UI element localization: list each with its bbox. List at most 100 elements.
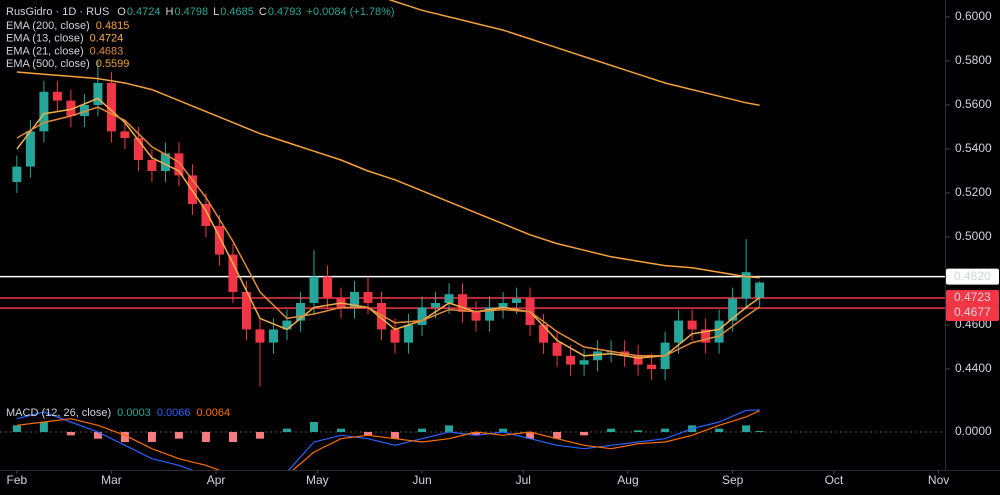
macd-line <box>16 409 760 470</box>
candle-body <box>255 329 265 343</box>
x-tick-label: Nov <box>928 473 949 487</box>
candle-body <box>39 91 49 132</box>
candle-body <box>214 225 224 255</box>
macd-histogram-bar <box>174 432 183 439</box>
legend-entry: EMA (200, close) 0.4815 <box>6 20 129 32</box>
macd-histogram-bar <box>12 425 21 432</box>
macd-histogram-bar <box>336 428 345 432</box>
legend-name: EMA (500, close) <box>6 58 90 70</box>
macd-histogram-bar <box>66 432 75 436</box>
y-tick-label: 0.0000 <box>955 424 992 438</box>
macd-histogram-bar <box>634 430 643 432</box>
price-label: 0.4723 <box>954 290 991 304</box>
legend-entry: EMA (13, close) 0.4724 <box>6 33 123 45</box>
macd-histogram-bar <box>472 432 481 436</box>
ema-line <box>16 71 760 279</box>
legend-name: EMA (13, close) <box>6 33 84 45</box>
legend-value: 0.4683 <box>90 45 124 57</box>
macd-histogram-bar <box>93 432 102 439</box>
candle-body <box>390 329 400 343</box>
macd-histogram-bar <box>39 422 48 432</box>
candle-body <box>471 311 481 321</box>
candle-body <box>552 342 562 356</box>
candle-body <box>322 276 332 299</box>
ohlc-label: C <box>259 6 267 18</box>
candle-body <box>295 303 305 321</box>
macd-histogram-bar <box>580 432 589 436</box>
candle-body <box>498 303 508 308</box>
candle-body <box>66 100 76 116</box>
ohlc-value: 0.4685 <box>220 6 254 18</box>
candle-body <box>120 131 130 138</box>
candle-body <box>593 351 603 361</box>
macd-histogram-bar <box>715 428 724 432</box>
y-tick-label: 0.5200 <box>955 185 992 199</box>
main-pane <box>0 0 945 387</box>
macd-histogram-bar <box>553 432 562 439</box>
candle-body <box>728 298 738 321</box>
macd-histogram-bar <box>742 425 751 432</box>
candle-body <box>25 131 35 167</box>
macd-histogram-bar <box>526 432 535 439</box>
legend-entry: EMA (21, close) 0.4683 <box>6 45 123 57</box>
macd-histogram-bar <box>309 422 318 432</box>
candle-body <box>363 292 373 304</box>
ohlc-value: 0.4798 <box>174 6 208 18</box>
price-label: 0.4677 <box>954 305 991 319</box>
candle-body <box>228 254 238 293</box>
candle-body <box>687 320 697 330</box>
macd-histogram-bar <box>607 428 616 432</box>
macd-value: 0.0064 <box>196 407 230 419</box>
candle-body <box>404 325 414 343</box>
x-tick-label: Mar <box>101 473 122 487</box>
candle-body <box>741 272 751 299</box>
x-tick-label: Jul <box>516 473 531 487</box>
candle-body <box>674 320 684 343</box>
candle-body <box>701 329 711 343</box>
x-tick-label: Jun <box>412 473 431 487</box>
legend-value: 0.4724 <box>90 33 124 45</box>
price-label-box <box>946 304 999 321</box>
macd-histogram-bar <box>147 432 156 442</box>
macd-title: MACD (12, 26, close) <box>6 407 111 419</box>
candle-body <box>160 153 170 171</box>
candle-body <box>133 137 143 160</box>
change: +0.0084 (+1.78%) <box>307 6 395 18</box>
legend-value: 0.5599 <box>96 58 130 70</box>
macd-histogram-bar <box>661 428 670 432</box>
candle-body <box>309 276 319 304</box>
candle-body <box>12 166 22 182</box>
macd-legend: MACD (12, 26, close) 0.0003 0.0066 0.0064 <box>6 407 230 419</box>
macd-histogram-bar <box>255 432 264 439</box>
macd-histogram-bar <box>201 432 210 442</box>
macd-value: 0.0066 <box>157 407 191 419</box>
candle-body <box>268 329 278 343</box>
ohlc-label: L <box>213 6 219 18</box>
candle-body <box>444 294 454 304</box>
candle-body <box>106 82 116 132</box>
candle-body <box>79 104 89 116</box>
y-tick-label: 0.5800 <box>955 53 992 67</box>
macd-line <box>16 410 760 470</box>
y-tick-label: 0.5000 <box>955 229 992 243</box>
ohlc-label: H <box>166 6 174 18</box>
candle-body <box>647 364 657 370</box>
macd-histogram-bar <box>755 431 764 432</box>
candle-body <box>633 355 643 365</box>
candle-body <box>241 292 251 330</box>
price-label-box <box>946 268 999 285</box>
candle-body <box>93 82 103 105</box>
candle-body <box>52 91 62 101</box>
x-tick-label: Aug <box>617 473 638 487</box>
x-tick-label: Sep <box>722 473 744 487</box>
ema-line <box>16 97 761 359</box>
ema-line <box>387 0 760 106</box>
legend: RusGidro · 1D · RUS O0.4724 H0.4798 L0.4685… <box>6 6 395 419</box>
x-tick-label: Oct <box>825 473 844 487</box>
legend-name: EMA (21, close) <box>6 45 84 57</box>
candle-body <box>201 203 211 226</box>
macd-histogram-bar <box>391 432 400 439</box>
